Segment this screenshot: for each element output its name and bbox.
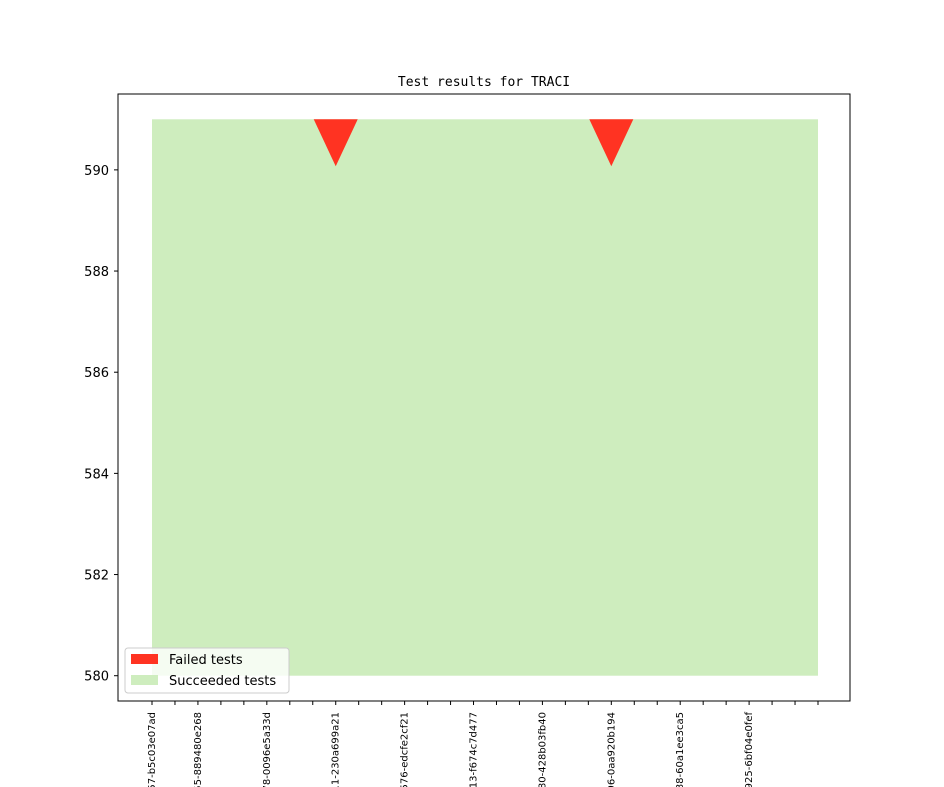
x-tick-label: 78-0096e5a33d [262,712,273,787]
x-tick-label: 57-b5c03e07ad [147,712,158,787]
axes-frame [117,93,851,702]
y-tick-label: 584 [84,467,109,482]
legend: Failed tests Succeeded tests [124,647,290,694]
y-tick-label: 580 [84,670,109,685]
chart-title: Test results for TRACI [398,75,570,90]
x-tick-label: 576-edcfe2cf21 [400,712,411,787]
x-tick-label: 80-428b03fb40 [537,712,548,787]
x-tick-label: 88-60a1ee3ca5 [675,712,686,787]
y-tick-label: 588 [84,265,109,280]
y-tick-label: 586 [84,366,109,381]
x-tick-label: 55-889480e268 [193,712,204,787]
legend-swatch-succeeded [131,675,158,685]
legend-label-failed: Failed tests [169,653,243,668]
legend-label-succeeded: Succeeded tests [169,674,276,689]
plot-area [152,119,818,676]
x-tick-label: 13-f674c7d477 [469,712,480,787]
failed-marker [313,119,358,167]
y-tick-label: 582 [84,569,109,584]
y-axis: 580 582 584 586 588 590 [84,164,118,685]
x-tick-label: 11-230a699a21 [331,712,342,787]
x-tick-label: 96-0aa920b194 [606,712,617,787]
x-axis: 57-b5c03e07ad 55-889480e268 78-0096e5a33d 1… [147,701,819,787]
legend-swatch-failed [131,654,158,664]
succeeded-area [152,119,818,676]
legend-frame [124,647,290,694]
y-tick-label: 590 [84,164,109,179]
x-tick-label: 925-6bf04e0fef [744,712,755,787]
failed-marker [589,119,634,167]
